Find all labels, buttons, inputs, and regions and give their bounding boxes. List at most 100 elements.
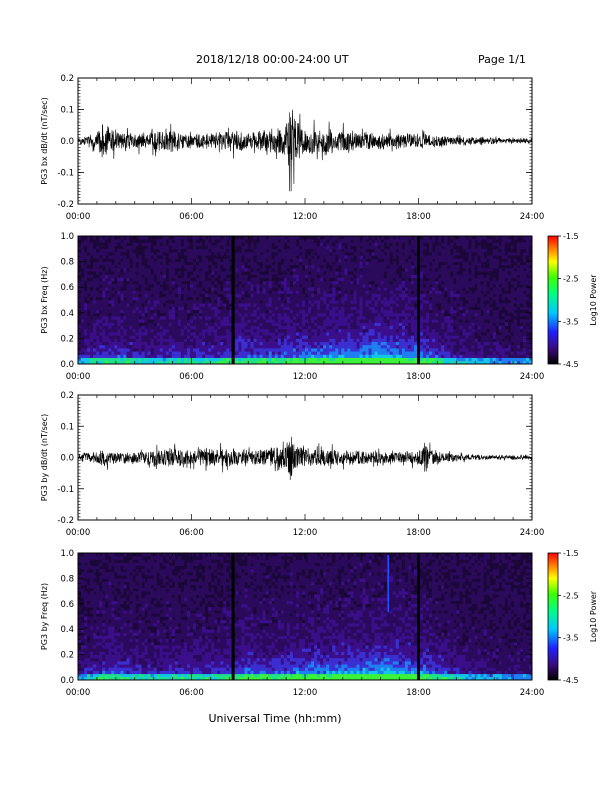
spectrogram-cell [365, 274, 369, 278]
spectrogram-cell [335, 248, 339, 253]
spectrogram-cell [217, 261, 221, 266]
spectrogram-cell [471, 300, 475, 304]
spectrogram-cell [410, 312, 415, 317]
spectrogram-cell [359, 252, 363, 256]
spectrogram-cell [362, 258, 366, 262]
spectrogram-cell [277, 322, 282, 326]
spectrogram-cell [338, 296, 342, 301]
spectrogram-cell [114, 268, 118, 272]
spectrogram-cell [274, 258, 279, 262]
spectrogram-cell [474, 344, 478, 349]
spectrogram-cell [265, 277, 270, 282]
spectrogram-cell [320, 303, 324, 307]
spectrogram-cell [144, 351, 148, 355]
spectrogram-cell [280, 319, 285, 323]
spectrogram-cell [223, 316, 227, 320]
spectrogram-cell [262, 258, 266, 262]
spectrogram-cell [308, 290, 312, 294]
spectrogram-cell [389, 344, 394, 349]
spectrogram-cell [383, 332, 388, 336]
spectrogram-cell [468, 328, 472, 333]
spectrogram-cell [371, 268, 375, 272]
spectrogram-cell [187, 319, 191, 323]
spectrogram-cell [465, 261, 469, 266]
spectrogram-cell [214, 335, 218, 339]
spectrogram-cell [329, 335, 333, 339]
spectrogram-cell [183, 309, 188, 314]
spectrogram-cell [159, 245, 164, 250]
spectrogram-cell [144, 290, 148, 294]
spectrogram-cell [453, 306, 457, 310]
spectrogram-cell [389, 335, 394, 339]
spectrogram-cell [120, 360, 124, 364]
spectrogram-cell [435, 296, 439, 301]
spectrogram-cell [247, 325, 251, 330]
spectrogram-cell [329, 354, 333, 358]
spectrogram-cell [423, 316, 427, 320]
spectrogram-cell [241, 277, 245, 282]
spectrogram-cell [202, 319, 206, 323]
spectrogram-cell [223, 300, 227, 304]
spectrogram-cell [108, 242, 112, 246]
spectrogram-cell [314, 290, 318, 294]
spectrogram-cell [404, 328, 409, 333]
spectrogram-cell [259, 348, 263, 352]
spectrogram-cell [429, 325, 433, 330]
spectrogram-cell [171, 258, 176, 262]
spectrogram-cell [368, 274, 372, 278]
spectrogram-cell [444, 341, 448, 346]
spectrogram-cell [311, 306, 315, 310]
spectrogram-cell [353, 290, 357, 294]
spectrogram-cell [153, 239, 158, 243]
spectrogram-cell [202, 277, 206, 282]
spectrogram-cell [459, 319, 463, 323]
spectrogram-cell [226, 271, 230, 275]
spectrogram-cell [392, 303, 397, 307]
spectrogram-cell [87, 261, 91, 266]
spectrogram-cell [108, 245, 112, 250]
spectrogram-cell [168, 309, 173, 314]
spectrogram-cell [305, 309, 309, 314]
spectrogram-cell [214, 306, 218, 310]
spectrogram-cell [120, 261, 124, 266]
spectrogram-cell [350, 316, 354, 320]
spectrogram-cell [341, 296, 345, 301]
spectrogram-cell [183, 332, 188, 336]
spectrogram-cell [459, 357, 463, 362]
spectrogram-cell [338, 351, 342, 355]
spectrogram-cell [356, 242, 360, 246]
spectrogram-cell [223, 296, 227, 301]
spectrogram-cell [256, 360, 260, 364]
spectrogram-cell [120, 341, 124, 346]
spectrogram-cell [250, 264, 254, 269]
spectrogram-cell [274, 280, 279, 285]
spectrogram-cell [259, 264, 263, 269]
spectrogram-cell [401, 293, 406, 298]
spectrogram-cell [429, 357, 433, 362]
spectrogram-cell [84, 335, 88, 339]
spectrogram-cell [298, 258, 303, 262]
spectrogram-cell [111, 348, 115, 352]
spectrogram-cell [114, 319, 118, 323]
spectrogram-cell [317, 325, 321, 330]
spectrogram-cell [126, 255, 130, 259]
spectrogram-cell [205, 239, 209, 243]
spectrogram-cell [211, 303, 215, 307]
spectrogram-cell [311, 277, 315, 282]
spectrogram-cell [350, 255, 354, 259]
spectrogram-cell [362, 306, 366, 310]
spectrogram-cell [180, 344, 185, 349]
spectrogram-cell [159, 306, 164, 310]
spectrogram-cell [138, 264, 142, 269]
spectrogram-cell [247, 255, 251, 259]
spectrogram-cell [401, 284, 406, 288]
spectrogram-cell [292, 239, 297, 243]
spectrogram-cell [308, 338, 312, 342]
spectrogram-cell [338, 284, 342, 288]
spectrogram-cell [217, 248, 221, 253]
spectrogram-cell [235, 319, 239, 323]
spectrogram-cell [108, 255, 112, 259]
spectrogram-cell [317, 332, 321, 336]
spectrogram-cell [283, 277, 288, 282]
spectrogram-cell [432, 335, 436, 339]
